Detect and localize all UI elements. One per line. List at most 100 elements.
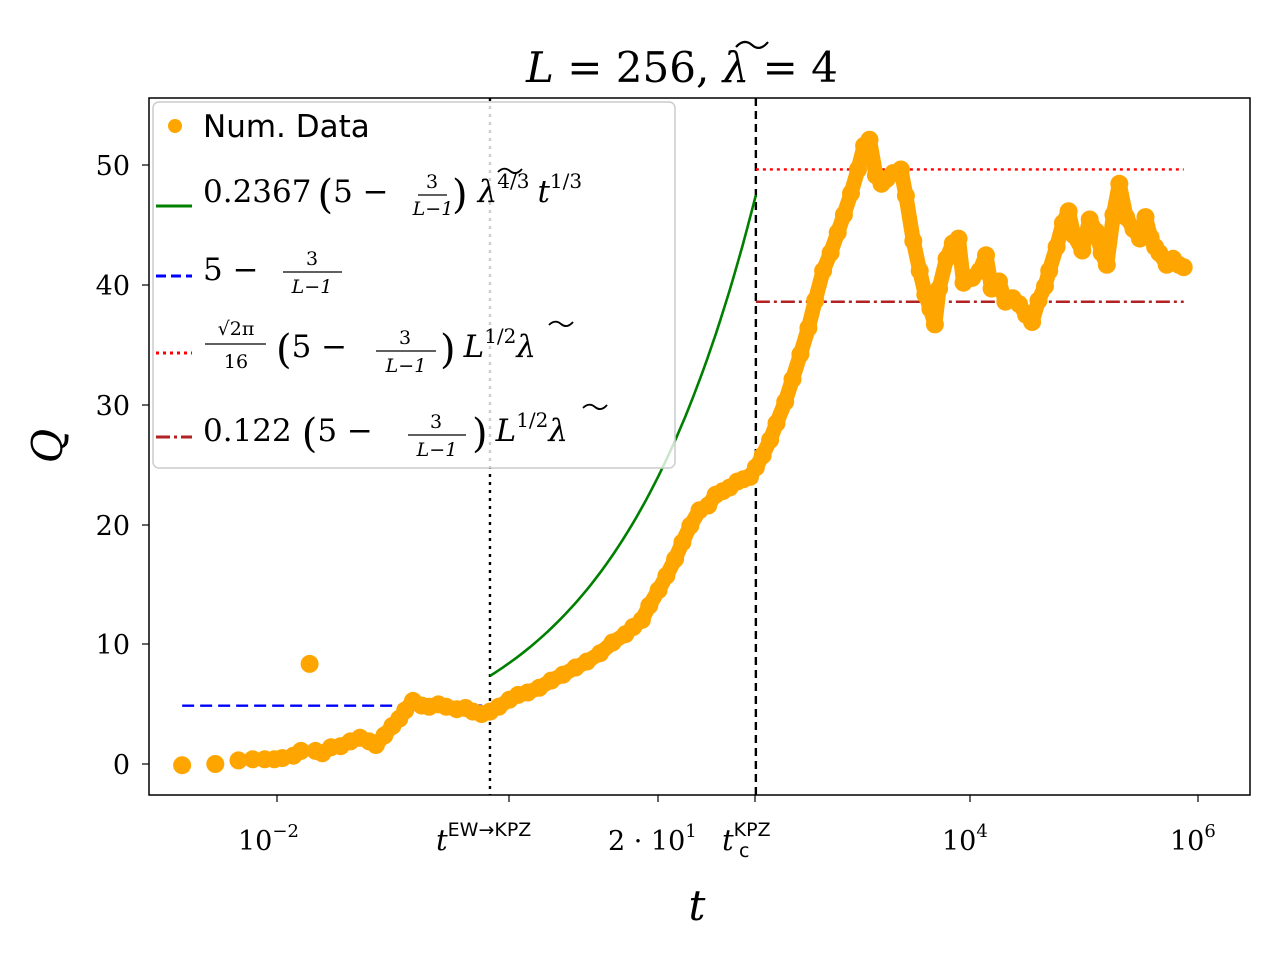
legend-label-blue: 5 − (203, 252, 259, 288)
legend-brown-frac-num: 3 (430, 411, 442, 433)
data-point (849, 160, 867, 179)
legend-blue-frac-num: 3 (306, 248, 318, 270)
y-tick-label-20: 20 (96, 511, 130, 542)
legend-label-brown: 0.122 (5 − (203, 411, 373, 457)
legend-red-mid: (5 − (276, 327, 347, 373)
legend-box (152, 101, 676, 469)
data-point (930, 279, 949, 298)
legend-label-data: Num. Data (203, 109, 370, 145)
x-tick-label-tc-sub: c (739, 840, 749, 862)
data-point (292, 741, 310, 760)
data-point (753, 446, 772, 465)
x-tick-label-tc: tKPZ (722, 819, 771, 857)
data-point (776, 392, 795, 411)
data-point (891, 160, 910, 179)
data-point (300, 654, 319, 673)
data-point (1059, 202, 1078, 221)
data-point (1087, 222, 1106, 241)
data-point (806, 291, 825, 310)
legend: Num. Data 0.2367 (5 − 3 L−1 ) λ4/3 t1/3 5 −… (152, 101, 676, 469)
legend-blue-frac-den: L−1 (291, 276, 333, 298)
data-point (649, 581, 668, 600)
data-point (1097, 255, 1116, 274)
legend-red-tail: ) L1/2λ (440, 324, 536, 373)
data-point (1073, 241, 1092, 260)
data-point (657, 566, 676, 585)
data-point (814, 261, 833, 280)
data-point (229, 751, 248, 770)
data-point (910, 261, 929, 280)
data-point (1023, 313, 1042, 331)
data-point (977, 246, 995, 265)
data-point (949, 229, 968, 248)
legend-label-green: 0.2367 (5 − (203, 172, 389, 218)
data-point (821, 243, 840, 262)
data-point (1029, 291, 1048, 310)
data-point (1036, 277, 1054, 296)
legend-brown-tilde (582, 403, 608, 410)
x-tick-label-ew: tEW→KPZ (436, 819, 531, 857)
data-point (791, 345, 810, 364)
legend-green-frac-den: L−1 (412, 198, 454, 220)
data-point (591, 644, 610, 663)
data-point (603, 633, 622, 652)
y-tick-label-0: 0 (113, 750, 130, 781)
data-point (834, 205, 853, 224)
data-point (666, 550, 685, 569)
data-point (173, 756, 192, 775)
y-tick-label-40: 40 (96, 271, 130, 302)
data-point (970, 261, 989, 280)
data-point (828, 223, 847, 242)
y-axis-label: Q (23, 429, 72, 463)
data-point (783, 370, 802, 389)
x-tick-label-1e6: 106 (1170, 821, 1216, 857)
data-point (681, 516, 700, 535)
data-point (767, 414, 786, 433)
x-axis: 10−2 tEW→KPZ 2 · 101 tKPZ c 104 106 (238, 795, 1216, 862)
data-point (577, 652, 596, 671)
legend-red-frac2-num: 3 (399, 327, 411, 349)
svg-text:L = 256, λ = 4: L = 256, λ = 4 (525, 43, 838, 92)
y-tick-label-30: 30 (96, 391, 130, 422)
y-tick-label-50: 50 (96, 151, 130, 182)
x-tick-label-2e1: 2 · 101 (608, 821, 697, 857)
legend-marker-data (168, 119, 182, 133)
chart-title: L = 256, λ = 4 (525, 40, 838, 92)
legend-red-tilde (548, 320, 574, 327)
data-point (842, 184, 860, 203)
data-point (1110, 174, 1129, 193)
legend-green-tilde (497, 167, 523, 174)
legend-red-frac-num: √2π (218, 318, 255, 340)
data-point (1064, 226, 1083, 244)
data-point (860, 130, 879, 149)
data-point (990, 272, 1008, 291)
x-tick-label-1e-2: 10−2 (238, 821, 299, 857)
data-point (937, 249, 956, 268)
legend-brown-tail: ) L1/2λ (472, 408, 568, 457)
legend-red-frac2-den: L−1 (385, 355, 427, 377)
data-point (1174, 258, 1193, 277)
data-point (761, 430, 780, 449)
data-point (925, 315, 944, 334)
legend-red-frac-den: 16 (224, 351, 248, 373)
data-point (904, 232, 923, 250)
data-point (1047, 237, 1066, 256)
data-point (799, 319, 818, 337)
data-point (896, 186, 915, 205)
x-axis-label: t (689, 881, 706, 930)
series-1-curve (489, 194, 758, 677)
plot-frame (148, 97, 1251, 796)
legend-green-frac-num: 3 (426, 171, 438, 193)
x-tick-label-1e4: 104 (942, 821, 988, 857)
y-axis: 0 10 20 30 40 50 (96, 151, 149, 781)
legend-green-tail: ) λ4/3 t1/3 (452, 169, 582, 218)
data-point (916, 285, 935, 304)
data-point (206, 755, 225, 773)
data-point (673, 533, 692, 552)
data-point (1040, 261, 1059, 280)
data-point (640, 596, 659, 615)
y-tick-label-10: 10 (96, 630, 130, 661)
points-layer (173, 130, 1193, 775)
legend-brown-frac-den: L−1 (416, 439, 458, 461)
